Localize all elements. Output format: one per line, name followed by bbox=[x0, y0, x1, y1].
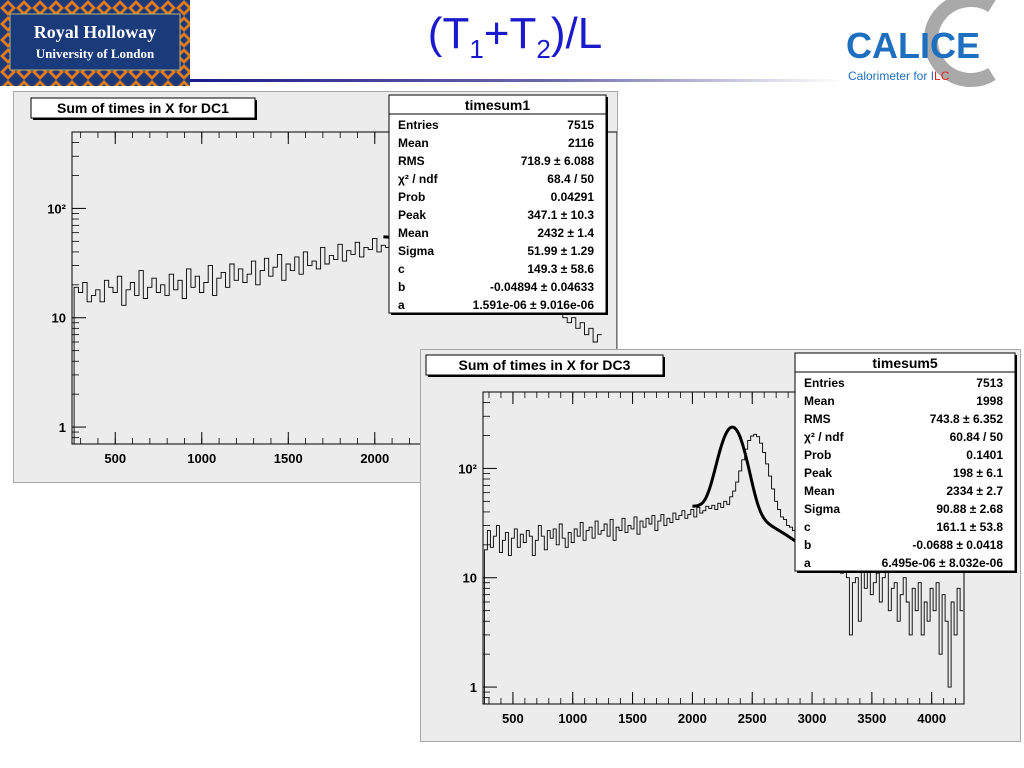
dc3-xtick-label: 500 bbox=[502, 711, 524, 726]
dc3-xtick-label: 2500 bbox=[738, 711, 767, 726]
dc1-stats-value: -0.04894 ± 0.04633 bbox=[490, 280, 594, 294]
dc1-stats-key: Entries bbox=[398, 118, 439, 132]
calice-tagline: Calorimeter for ILC bbox=[848, 69, 950, 83]
dc1-stats-value: 149.3 ± 58.6 bbox=[527, 262, 594, 276]
dc1-stats-value: 2116 bbox=[568, 136, 594, 150]
dc1-stats-value: 347.1 ± 10.3 bbox=[527, 208, 594, 222]
chart-dc3: 500 1000 1500 2000 2500 3000 3500 4000 1 10 10² Sum… bbox=[425, 352, 1017, 726]
dc1-xtick-label: 2000 bbox=[360, 451, 389, 466]
dc1-stats-value: 718.9 ± 6.088 bbox=[521, 154, 595, 168]
dc3-stats-value: -0.0688 ± 0.0418 bbox=[912, 538, 1003, 552]
dc3-chart-title: Sum of times in X for DC3 bbox=[459, 357, 631, 373]
dc3-stats-key: χ² / ndf bbox=[804, 430, 845, 444]
dc3-ytick-label: 1 bbox=[470, 680, 477, 695]
dc1-stats-box bbox=[388, 94, 607, 314]
dc1-stats-name: timesum1 bbox=[465, 97, 531, 113]
dc3-stats-key: b bbox=[804, 538, 811, 552]
title-sub-1: 1 bbox=[469, 33, 484, 64]
dc3-stats-key: c bbox=[804, 520, 811, 534]
dc1-stats-key: χ² / ndf bbox=[398, 172, 439, 186]
dc3-xtick-label: 3500 bbox=[857, 711, 886, 726]
dc3-stats-value: 60.84 / 50 bbox=[950, 430, 1004, 444]
dc1-stats-value: 1.591e-06 ± 9.016e-06 bbox=[473, 298, 595, 312]
dc1-xtick-label: 500 bbox=[104, 451, 126, 466]
calice-tagline-a: Calorimeter for I bbox=[848, 69, 934, 83]
title-sub-2: 2 bbox=[536, 33, 551, 64]
dc3-xtick-label: 1500 bbox=[618, 711, 647, 726]
calice-logo: CALICE Calorimeter for ILC bbox=[846, 0, 996, 87]
dc3-stats-key: Mean bbox=[804, 394, 835, 408]
dc3-stats-key: RMS bbox=[804, 412, 831, 426]
dc3-stats-value: 1998 bbox=[976, 394, 1003, 408]
dc3-ytick-label: 10 bbox=[463, 571, 477, 586]
dc1-ytick-label: 1 bbox=[59, 420, 66, 435]
dc1-stats-key: Prob bbox=[398, 190, 425, 204]
calice-wordmark: CALICE bbox=[846, 25, 980, 66]
dc1-ytick-label: 10 bbox=[52, 311, 66, 326]
title-underline bbox=[190, 79, 842, 82]
royal-holloway-logo: Royal Holloway University of London bbox=[0, 0, 190, 86]
dc1-stats-value: 0.04291 bbox=[551, 190, 595, 204]
dc3-stats-key: Sigma bbox=[804, 502, 840, 516]
dc3-stats-value: 161.1 ± 53.8 bbox=[936, 520, 1003, 534]
title-part-close: )/L bbox=[550, 9, 603, 58]
dc1-title-box bbox=[30, 97, 256, 119]
dc3-fit-curve bbox=[692, 425, 801, 547]
dc3-stats-value: 743.8 ± 6.352 bbox=[930, 412, 1004, 426]
dc1-stats-key: Mean bbox=[398, 136, 429, 150]
chart-dc1: 5001000150020002500300011010²Sum of time… bbox=[30, 94, 617, 466]
dc1-xtick-label: 1000 bbox=[187, 451, 216, 466]
dc3-xtick-label: 3000 bbox=[798, 711, 827, 726]
title-part-plus: +T bbox=[483, 9, 537, 58]
dc3-stats-key: Peak bbox=[804, 466, 832, 480]
dc1-stats-value: 68.4 / 50 bbox=[547, 172, 594, 186]
dc1-stats-key: RMS bbox=[398, 154, 425, 168]
dc1-stats-value: 51.99 ± 1.29 bbox=[527, 244, 594, 258]
dc3-title-box bbox=[425, 354, 664, 376]
title-part-open: (T bbox=[427, 9, 470, 58]
dc3-stats-key: a bbox=[804, 556, 811, 570]
dc3-stats-value: 90.88 ± 2.68 bbox=[936, 502, 1003, 516]
dc3-stats-value: 2334 ± 2.7 bbox=[946, 484, 1003, 498]
dc3-stats-value: 198 ± 6.1 bbox=[953, 466, 1003, 480]
rhul-line1: Royal Holloway bbox=[34, 22, 157, 42]
dc3-stats-key: Prob bbox=[804, 448, 831, 462]
dc3-stats-key: Mean bbox=[804, 484, 835, 498]
dc1-ytick-label: 10² bbox=[47, 201, 66, 216]
dc3-xtick-label: 1000 bbox=[558, 711, 587, 726]
dc3-ytick-label: 10² bbox=[458, 461, 477, 476]
dc3-stats-value: 6.495e-06 ± 8.032e-06 bbox=[882, 556, 1004, 570]
chart-panel-dc3: 500 1000 1500 2000 2500 3000 3500 4000 1 10 10² Sum… bbox=[420, 349, 1021, 742]
dc3-stats-box bbox=[794, 352, 1016, 572]
dc3-stats-value: 0.1401 bbox=[966, 448, 1003, 462]
slide-title: (T1+T2)/L bbox=[300, 4, 730, 79]
dc1-stats-key: Peak bbox=[398, 208, 426, 222]
dc1-chart-title: Sum of times in X for DC1 bbox=[57, 100, 229, 116]
dc1-xtick-label: 1500 bbox=[274, 451, 303, 466]
dc3-histogram-line bbox=[483, 433, 963, 704]
dc1-stats-key: b bbox=[398, 280, 405, 294]
dc3-stats-name: timesum5 bbox=[872, 355, 938, 371]
dc1-stats-value: 7515 bbox=[567, 118, 594, 132]
dc1-stats-value: 2432 ± 1.4 bbox=[537, 226, 594, 240]
calice-tagline-b: LC bbox=[934, 69, 950, 83]
dc1-stats-key: a bbox=[398, 298, 405, 312]
dc3-stats-key: Entries bbox=[804, 376, 845, 390]
dc3-stats-value: 7513 bbox=[976, 376, 1003, 390]
dc1-stats-key: Sigma bbox=[398, 244, 434, 258]
dc3-xtick-label: 4000 bbox=[917, 711, 946, 726]
dc1-stats-key: Mean bbox=[398, 226, 429, 240]
rhul-line2: University of London bbox=[36, 46, 155, 61]
dc3-xtick-label: 2000 bbox=[678, 711, 707, 726]
dc1-stats-key: c bbox=[398, 262, 405, 276]
